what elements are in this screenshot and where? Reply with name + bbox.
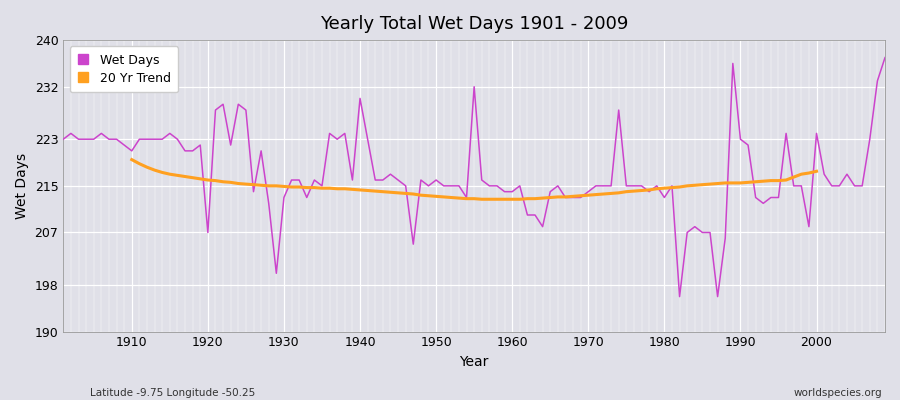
Text: worldspecies.org: worldspecies.org <box>794 388 882 398</box>
Legend: Wet Days, 20 Yr Trend: Wet Days, 20 Yr Trend <box>69 46 178 92</box>
Title: Yearly Total Wet Days 1901 - 2009: Yearly Total Wet Days 1901 - 2009 <box>320 15 628 33</box>
X-axis label: Year: Year <box>460 355 489 369</box>
Y-axis label: Wet Days: Wet Days <box>15 153 29 219</box>
Text: Latitude -9.75 Longitude -50.25: Latitude -9.75 Longitude -50.25 <box>90 388 256 398</box>
